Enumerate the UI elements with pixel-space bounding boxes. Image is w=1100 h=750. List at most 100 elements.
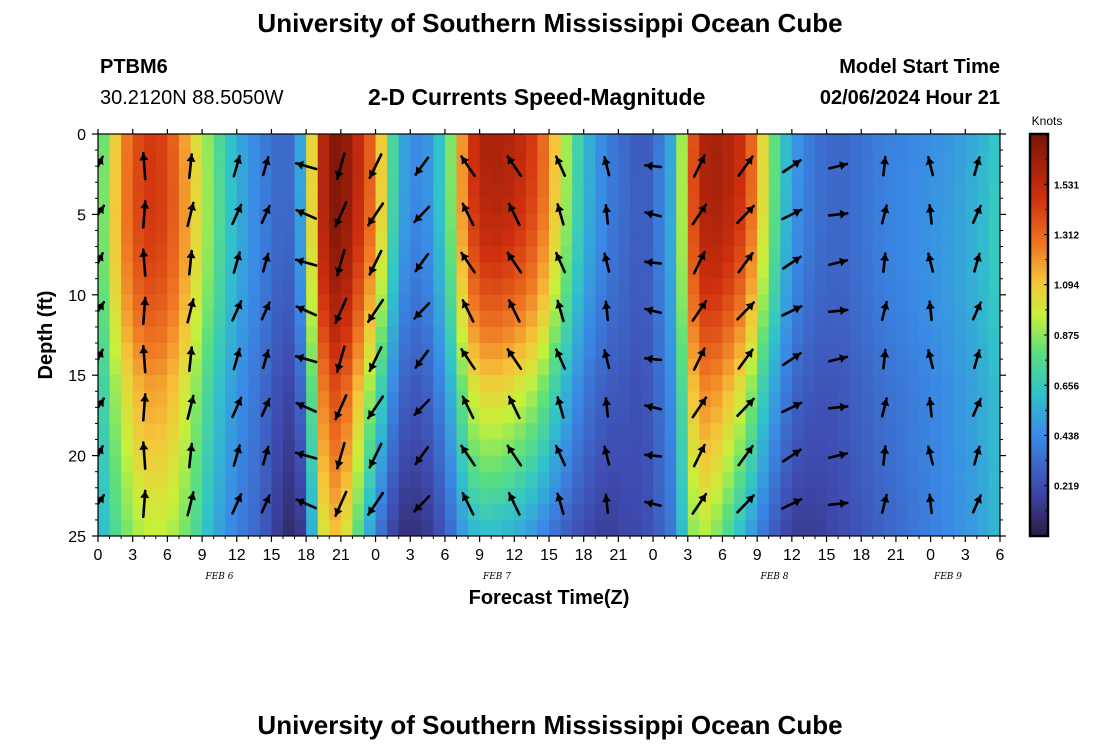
heatmap-cell (398, 359, 411, 376)
current-vector (973, 349, 982, 370)
heatmap-cell (236, 375, 249, 392)
current-vector (644, 209, 662, 219)
heatmap-cell (410, 294, 423, 312)
heatmap-cell (872, 166, 885, 183)
heatmap-cell (583, 375, 596, 392)
heatmap-cell (537, 230, 550, 248)
heatmap-cell (502, 471, 515, 489)
heatmap-cell (259, 359, 273, 376)
heatmap-cell (872, 310, 885, 328)
heatmap-cell (514, 134, 527, 151)
heatmap-cell (676, 407, 689, 425)
heatmap-cell (930, 310, 943, 328)
heatmap-cell (872, 326, 885, 344)
heatmap-cell (965, 246, 978, 264)
heatmap-cell (757, 455, 770, 473)
heatmap-cell (826, 359, 839, 376)
heatmap-cell (560, 391, 573, 408)
heatmap-cell (283, 503, 296, 521)
heatmap-cell (919, 519, 932, 536)
heatmap-cell (572, 487, 585, 505)
heatmap-cell (687, 487, 700, 505)
current-vector (140, 393, 150, 422)
heatmap-cell (606, 310, 619, 328)
heatmap-cell (722, 343, 735, 360)
heatmap-cell (641, 182, 654, 199)
heatmap-cell (734, 246, 747, 264)
heatmap-cell (583, 407, 596, 425)
heatmap-cell (479, 407, 492, 425)
heatmap-cell (479, 503, 492, 521)
heatmap-cell (387, 455, 400, 473)
heatmap-cell (849, 487, 862, 505)
heatmap-cell (664, 278, 677, 296)
heatmap-cell (398, 519, 411, 536)
heatmap-cell (572, 214, 585, 232)
heatmap-cell (525, 471, 539, 489)
heatmap-cell (953, 278, 966, 296)
heatmap-cell (329, 198, 342, 215)
heatmap-cell (248, 519, 261, 536)
heatmap-cell (907, 246, 920, 264)
heatmap-cell (861, 294, 874, 312)
heatmap-cell (814, 343, 828, 360)
heatmap-cell (907, 343, 920, 360)
heatmap-cell (340, 182, 354, 199)
current-vector (98, 348, 104, 363)
heatmap-cell (549, 182, 562, 199)
heatmap-cell (988, 455, 1000, 473)
heatmap-cell (259, 423, 273, 441)
heatmap-cell (121, 166, 134, 183)
heatmap-cell (375, 134, 388, 151)
heatmap-cell (676, 359, 689, 376)
heatmap-cell (953, 391, 966, 408)
heatmap-cell (976, 310, 990, 328)
heatmap-cell (699, 230, 712, 248)
heatmap-cell (722, 214, 735, 232)
heatmap-cell (259, 166, 273, 183)
heatmap-cell (653, 262, 666, 280)
heatmap-cell (907, 214, 920, 232)
heatmap-cell (363, 326, 377, 344)
heatmap-cell (768, 407, 781, 425)
heatmap-cell (664, 134, 677, 151)
heatmap-cell (398, 407, 411, 425)
heatmap-cell (872, 487, 885, 505)
heatmap-cell (352, 391, 365, 408)
heatmap-cell (988, 471, 1000, 489)
heatmap-cell (433, 230, 446, 248)
heatmap-cell (421, 359, 434, 376)
heatmap-cell (421, 471, 434, 489)
current-vector (827, 306, 849, 316)
heatmap-cell (340, 519, 354, 536)
heatmap-cell (664, 294, 677, 312)
current-vector (601, 252, 611, 273)
heatmap-cell (595, 326, 608, 344)
heatmap-cell (259, 134, 273, 151)
plot-title: 2-D Currents Speed-Magnitude (368, 84, 706, 110)
heatmap-cell (549, 310, 562, 328)
current-vector (334, 248, 346, 277)
heatmap-cell (167, 455, 180, 473)
heatmap-cell (907, 503, 920, 521)
heatmap-cell (121, 343, 134, 360)
heatmap-cell (502, 214, 515, 232)
heatmap-cell (687, 326, 700, 344)
heatmap-cell (768, 134, 781, 151)
heatmap-cell (595, 230, 608, 248)
heatmap-cell (930, 407, 943, 425)
heatmap-cell (629, 359, 643, 376)
heatmap-cell (965, 375, 978, 392)
heatmap-cell (814, 262, 828, 280)
heatmap-cell (780, 519, 793, 536)
heatmap-cell (155, 359, 168, 376)
current-vector (925, 445, 935, 466)
heatmap-cell (930, 503, 943, 521)
heatmap-cell (178, 391, 192, 408)
heatmap-cell (491, 214, 504, 232)
heatmap-cell (375, 310, 388, 328)
heatmap-cell (895, 375, 909, 392)
heatmap-cell (942, 310, 955, 328)
heatmap-cell (456, 423, 469, 441)
heatmap-cell (907, 326, 920, 344)
